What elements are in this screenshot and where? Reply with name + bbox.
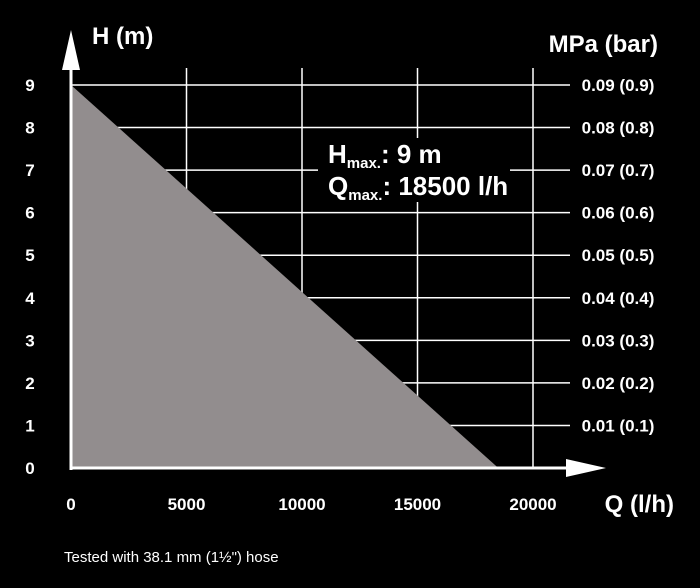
footnote: Tested with 38.1 mm (1½") hose bbox=[64, 549, 279, 566]
annotation-mask bbox=[318, 138, 510, 202]
y2-tick-label: 0.03 (0.3) bbox=[582, 331, 655, 350]
x-tick-label: 5000 bbox=[168, 495, 206, 514]
y2-tick-label: 0.05 (0.5) bbox=[582, 246, 655, 265]
label-layer: 0 1 2 3 4 5 6 7 8 9 0.01 (0.1) 0.02 (0.2) 0.03 (0.3)… bbox=[25, 76, 654, 514]
area-layer bbox=[71, 85, 510, 468]
y2-tick-label: 0.08 (0.8) bbox=[582, 119, 655, 138]
x-tick-label: 20000 bbox=[509, 495, 556, 514]
y2-axis-title: MPa (bar) bbox=[549, 31, 658, 58]
y-tick-label: 0 bbox=[25, 459, 34, 478]
spec-annotation: Hmax.: 9 m Qmax.: 18500 l/h bbox=[328, 139, 508, 204]
y2-tick-label: 0.09 (0.9) bbox=[582, 76, 655, 95]
y-tick-label: 2 bbox=[25, 374, 34, 393]
y-tick-label: 9 bbox=[25, 76, 34, 95]
hmax-label: Hmax.: 9 m bbox=[328, 139, 442, 172]
axis-layer bbox=[62, 30, 606, 477]
y2-tick-label: 0.01 (0.1) bbox=[582, 416, 655, 435]
y-tick-label: 6 bbox=[25, 204, 34, 223]
y-tick-label: 3 bbox=[25, 331, 34, 350]
y2-tick-label: 0.06 (0.6) bbox=[582, 204, 655, 223]
y-axis-arrow bbox=[62, 30, 80, 70]
x-tick-label: 15000 bbox=[394, 495, 441, 514]
y2-tick-label: 0.04 (0.4) bbox=[582, 289, 655, 308]
x-tick-label: 0 bbox=[66, 495, 75, 514]
x-axis-arrow bbox=[566, 459, 606, 477]
y-tick-label: 7 bbox=[25, 161, 34, 180]
y-tick-label: 5 bbox=[25, 246, 34, 265]
y-tick-label: 1 bbox=[25, 416, 34, 435]
y-tick-label: 4 bbox=[25, 289, 35, 308]
x-tick-label: 10000 bbox=[278, 495, 325, 514]
qmax-label: Qmax.: 18500 l/h bbox=[328, 171, 508, 204]
performance-area bbox=[71, 85, 499, 468]
y-axis-title: H (m) bbox=[92, 23, 153, 50]
y2-tick-label: 0.07 (0.7) bbox=[582, 161, 655, 180]
x-axis-title: Q (l/h) bbox=[605, 491, 674, 518]
y-tick-label: 8 bbox=[25, 119, 34, 138]
y2-tick-label: 0.02 (0.2) bbox=[582, 374, 655, 393]
